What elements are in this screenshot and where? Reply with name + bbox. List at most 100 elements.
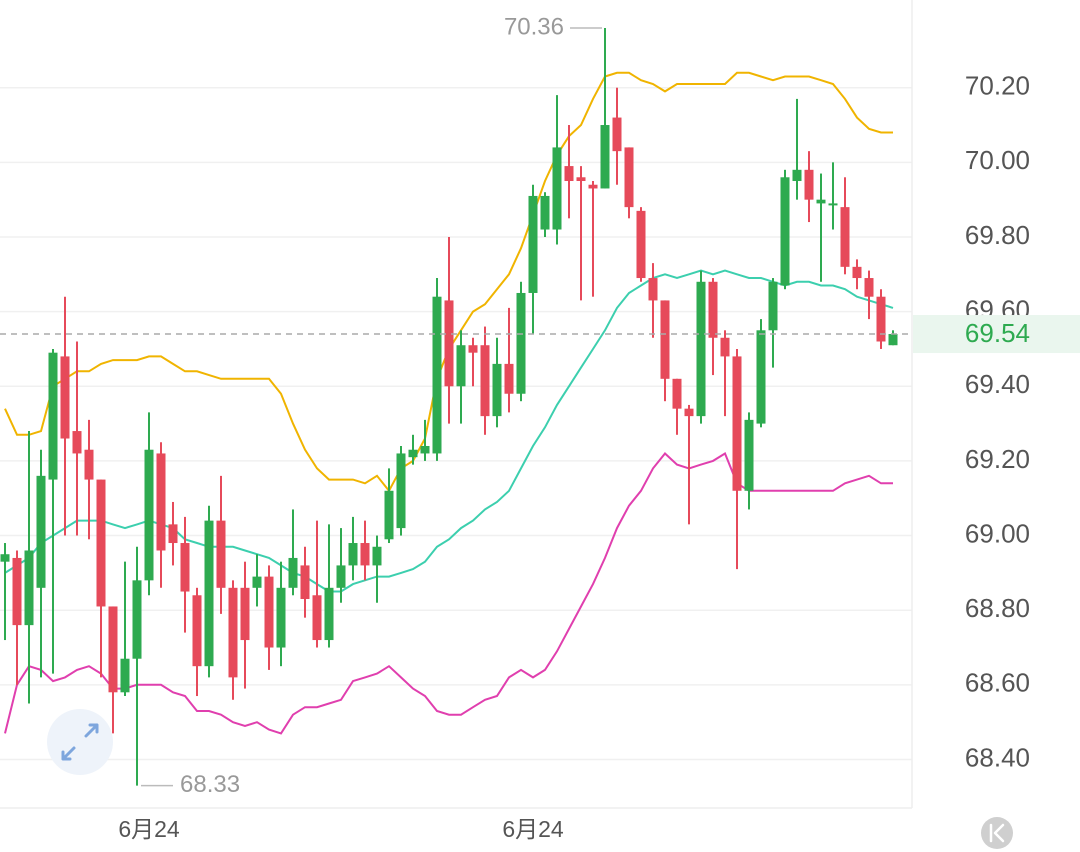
candle-body [36, 475, 46, 588]
candle-body [624, 147, 634, 208]
candle-body [600, 125, 610, 189]
low-marker-label: 68.33 [180, 771, 240, 798]
candle-body [696, 281, 706, 417]
y-tick-label: 69.40 [965, 369, 1030, 399]
candle-body [708, 281, 718, 338]
candle-body [816, 199, 826, 204]
candle-body [804, 169, 814, 200]
candle-body [12, 557, 22, 626]
candle-body [300, 565, 310, 600]
last-price-label: 69.54 [965, 318, 1030, 348]
candle-body [552, 147, 562, 230]
candle-body [852, 266, 862, 279]
candle-body [84, 449, 94, 480]
candle-body [252, 576, 262, 588]
candle-body [684, 408, 694, 417]
candle-body [48, 352, 58, 480]
overlay: 70.36 68.33 69.54 [0, 13, 1080, 798]
y-tick-label: 69.80 [965, 220, 1030, 250]
expand-icon[interactable] [61, 723, 99, 761]
candle-body [720, 337, 730, 357]
candles [0, 27, 898, 786]
candle-body [120, 658, 130, 693]
y-tick-label: 68.80 [965, 593, 1030, 623]
candle-body [756, 330, 766, 424]
candle-body [384, 490, 394, 540]
candle-body [648, 278, 658, 301]
candle-body [96, 479, 106, 607]
candle-body [288, 557, 298, 588]
candle-body [276, 587, 286, 648]
candle-body [348, 543, 358, 566]
kline-button[interactable] [981, 817, 1013, 849]
candle-body [72, 431, 82, 454]
candle-body [408, 449, 418, 458]
candle-body [744, 419, 754, 491]
candle-body [528, 195, 538, 293]
candle-body [432, 296, 442, 454]
candle-body [504, 363, 514, 394]
candle-body [264, 576, 274, 648]
candle-body [588, 184, 598, 189]
expand-bg[interactable] [47, 709, 113, 775]
candle-body [444, 300, 454, 387]
candle-body [216, 520, 226, 588]
x-tick-label: 6月24 [118, 816, 180, 842]
candle-body [456, 345, 466, 387]
candle-body [240, 587, 250, 641]
candle-body [0, 554, 10, 562]
candle-body [888, 334, 898, 346]
candle-body [468, 345, 478, 353]
candle-body [864, 278, 874, 297]
candle-body [60, 356, 70, 439]
candle-body [24, 550, 34, 626]
y-tick-label: 70.20 [965, 71, 1030, 101]
candle-body [768, 281, 778, 331]
candle-body [228, 587, 238, 678]
candle-body [876, 296, 886, 342]
kline-icon[interactable] [989, 823, 1005, 843]
candle-body [540, 195, 550, 230]
candle-body [156, 453, 166, 551]
candle-body [312, 595, 322, 641]
candle-body [192, 595, 202, 667]
candle-body [732, 356, 742, 491]
candle-body [324, 587, 334, 641]
candle-body [132, 580, 142, 659]
candle-body [396, 453, 406, 529]
candle-body [480, 345, 490, 417]
candle-body [144, 449, 154, 581]
y-tick-label: 68.40 [965, 742, 1030, 772]
candle-body [360, 543, 370, 566]
candle-body [564, 166, 574, 182]
candle-body [420, 445, 430, 454]
candle-body [492, 363, 502, 417]
candle-body [828, 203, 838, 206]
last-price-box [913, 315, 1080, 354]
y-tick-label: 68.60 [965, 668, 1030, 698]
candle-body [576, 177, 586, 182]
candle-body [780, 177, 790, 286]
candle-body [204, 520, 214, 667]
expand-button[interactable] [47, 709, 113, 775]
candle-body [840, 207, 850, 267]
candle-body [108, 606, 118, 693]
y-tick-label: 69.00 [965, 518, 1030, 548]
y-tick-label: 70.00 [965, 145, 1030, 175]
candle-body [660, 300, 670, 379]
candle-body [672, 378, 682, 409]
candle-body [792, 169, 802, 182]
kline-bg[interactable] [981, 817, 1013, 849]
candle-body [336, 565, 346, 588]
candle-body [180, 543, 190, 592]
candle-body [372, 546, 382, 566]
candle-body [168, 524, 178, 544]
y-tick-label: 69.20 [965, 444, 1030, 474]
candle-body [612, 117, 622, 152]
high-marker-label: 70.36 [504, 13, 564, 40]
x-tick-label: 6月24 [502, 816, 564, 842]
candle-body [516, 292, 526, 394]
grid: 68.4068.6068.8069.0069.2069.4069.6069.80… [0, 71, 1030, 842]
candle-body [636, 210, 646, 279]
